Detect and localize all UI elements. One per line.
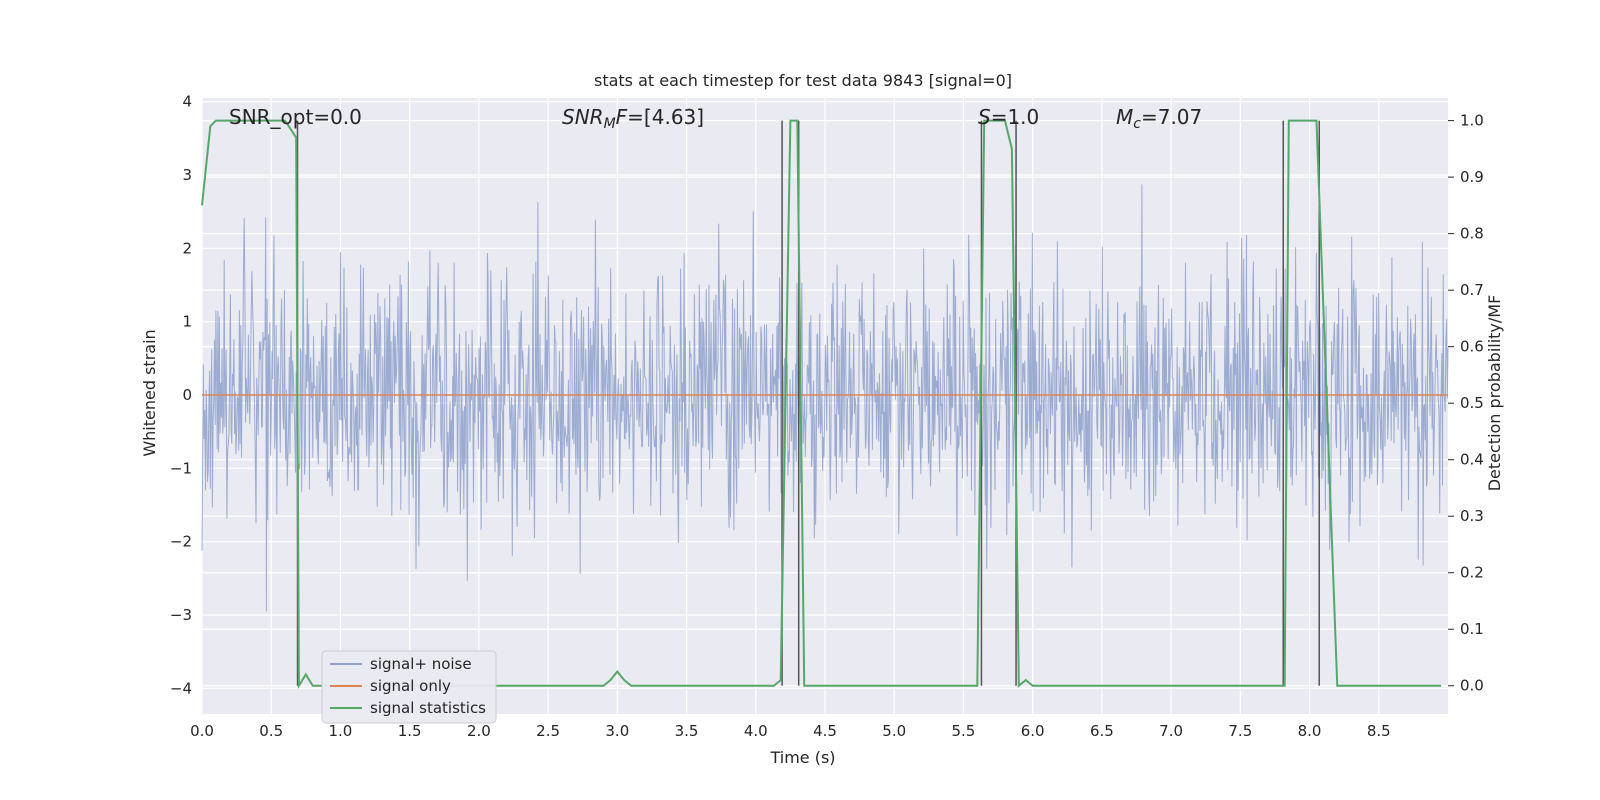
annotation-s: S=1.0 [978, 105, 1039, 129]
y-tick-label: −3 [170, 606, 192, 624]
y-axis-ticks: 4 3 2 1 0 −1 −2 −3 −4 [170, 93, 192, 698]
x-tick-label: 0.5 [259, 722, 283, 740]
x-tick-label: 1.5 [398, 722, 422, 740]
y-tick-label: 2 [182, 239, 192, 257]
x-tick-label: 0.0 [190, 722, 214, 740]
x-tick-label: 7.0 [1159, 722, 1183, 740]
x-tick-label: 8.5 [1367, 722, 1391, 740]
y2-axis-ticks: 1.0 0.9 0.8 0.7 0.6 0.5 0.4 0.3 0.2 0.1 0.0 [1448, 112, 1484, 695]
annotation-s-value: =1.0 [991, 105, 1040, 129]
annotation-snr-opt: SNR_opt=0.0 [229, 105, 362, 129]
y2-tick-label: 0.5 [1460, 394, 1484, 412]
annotation-mc-value: =7.07 [1141, 105, 1202, 129]
y2-tick-label: 0.1 [1460, 620, 1484, 638]
y2-tick-label: 0.8 [1460, 225, 1484, 243]
x-axis-label: Time (s) [769, 748, 835, 767]
x-tick-label: 5.0 [882, 722, 906, 740]
series-signal-statistics [201, 119, 1442, 690]
legend-box [321, 650, 497, 724]
annotation-snr-mf: SNRMF=[4.63] [562, 105, 704, 132]
y-tick-label: 1 [182, 313, 192, 331]
x-tick-label: 4.0 [744, 722, 768, 740]
x-tick-label: 3.0 [605, 722, 629, 740]
annotation-mc-subscript: c [1133, 116, 1141, 132]
x-tick-label: 5.5 [952, 722, 976, 740]
x-tick-label: 3.5 [675, 722, 699, 740]
y2-tick-label: 0.0 [1460, 677, 1484, 695]
y-tick-label: 0 [182, 386, 192, 404]
x-tick-label: 2.0 [467, 722, 491, 740]
x-tick-label: 1.0 [329, 722, 353, 740]
annotation-snr-mf-value: =[4.63] [627, 105, 704, 129]
y2-tick-label: 1.0 [1460, 112, 1484, 130]
x-tick-label: 6.5 [1090, 722, 1114, 740]
y2-tick-label: 0.3 [1460, 507, 1484, 525]
y2-tick-label: 0.9 [1460, 168, 1484, 186]
annotation-mc: Mc=7.07 [1116, 105, 1202, 132]
chart-title: stats at each timestep for test data 984… [594, 71, 1012, 90]
legend-label-signal-statistics: signal statistics [370, 699, 486, 717]
y2-axis-label: Detection probability/MF [1485, 295, 1504, 492]
y-tick-label: −1 [170, 459, 192, 477]
y-tick-label: −4 [170, 679, 192, 697]
y-tick-label: −2 [170, 533, 192, 551]
y-axis-label: Whitened strain [140, 329, 159, 456]
y2-tick-label: 0.2 [1460, 564, 1484, 582]
y2-tick-label: 0.6 [1460, 338, 1484, 356]
y2-tick-label: 0.7 [1460, 281, 1484, 299]
annotation-snr-mf-f: F [616, 105, 628, 129]
y2-tick-label: 0.4 [1460, 451, 1484, 469]
series-signal-plus-noise [201, 184, 1449, 612]
legend-label-signal-only: signal only [370, 677, 451, 695]
signal-noise-line [201, 184, 1449, 612]
legend-label-signal-noise: signal+ noise [370, 655, 472, 673]
annotation-snr-mf-symbol: SNR [562, 105, 604, 129]
x-tick-label: 4.5 [813, 722, 837, 740]
x-tick-label: 6.0 [1021, 722, 1045, 740]
y-tick-label: 4 [182, 93, 192, 111]
legend: signal+ noise signal only signal statist… [321, 650, 497, 724]
annotation-s-symbol: S [978, 105, 991, 129]
annotation-snr-mf-subscript: M [604, 116, 616, 132]
x-tick-label: 8.0 [1298, 722, 1322, 740]
x-axis-ticks: 0.0 0.5 1.0 1.5 2.0 2.5 3.0 3.5 4.0 4.5 5.0 5.5 6.0 6… [190, 722, 1391, 740]
x-tick-label: 2.5 [536, 722, 560, 740]
y-tick-label: 3 [182, 166, 192, 184]
signal-statistics-line [201, 119, 1442, 690]
annotation-mc-symbol: M [1116, 105, 1133, 129]
x-tick-label: 7.5 [1228, 722, 1252, 740]
